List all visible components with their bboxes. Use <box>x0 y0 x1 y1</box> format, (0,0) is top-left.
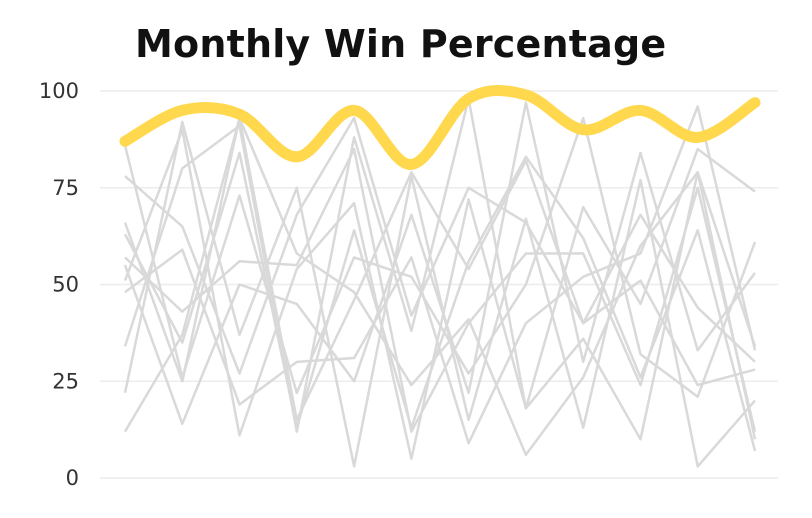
background-series-line-3 <box>123 97 756 433</box>
background-series-line-11 <box>123 116 756 422</box>
highlight-series-path <box>119 85 761 170</box>
background-series-line-2 <box>123 120 756 468</box>
y-axis-ticks: 0 25 50 75 100 <box>39 79 79 490</box>
background-series-line-4 <box>123 101 757 426</box>
y-tick-label: 50 <box>52 273 79 297</box>
background-series-line-8 <box>123 116 757 398</box>
y-tick-label: 0 <box>66 466 79 490</box>
y-tick-label: 75 <box>52 176 79 200</box>
background-series-line-7 <box>123 128 757 460</box>
y-tick-label: 25 <box>52 369 79 393</box>
background-series-line-9 <box>124 105 757 445</box>
background-series-line-10 <box>124 147 757 433</box>
highlight-series-line <box>119 85 761 170</box>
background-series-lines <box>123 97 757 468</box>
chart-title: Monthly Win Percentage <box>135 22 667 66</box>
y-tick-label: 100 <box>39 79 79 103</box>
